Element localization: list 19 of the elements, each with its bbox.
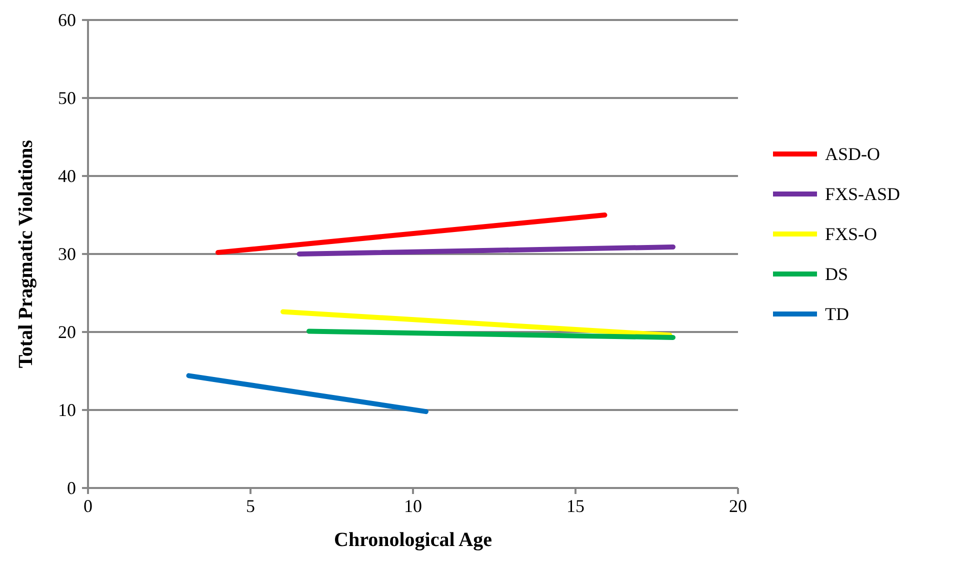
x-tick-label: 20 xyxy=(729,496,747,516)
legend-label: FXS-ASD xyxy=(825,184,900,204)
x-tick-label: 5 xyxy=(246,496,255,516)
legend-label: FXS-O xyxy=(825,224,878,244)
x-tick-label: 0 xyxy=(84,496,92,516)
x-axis-title: Chronological Age xyxy=(334,529,492,551)
y-tick-label: 30 xyxy=(58,244,76,264)
legend-label: DS xyxy=(825,264,848,284)
legend-label: ASD-O xyxy=(825,144,880,164)
y-tick-label: 50 xyxy=(58,88,76,108)
y-tick-label: 20 xyxy=(58,322,76,342)
legend-label: TD xyxy=(825,304,849,324)
y-tick-label: 40 xyxy=(58,166,76,186)
y-tick-label: 10 xyxy=(58,400,76,420)
x-tick-label: 10 xyxy=(404,496,422,516)
y-tick-label: 0 xyxy=(67,478,76,498)
x-tick-label: 15 xyxy=(566,496,584,516)
y-tick-label: 60 xyxy=(58,10,76,30)
y-axis-title: Total Pragmatic Violations xyxy=(15,140,37,368)
